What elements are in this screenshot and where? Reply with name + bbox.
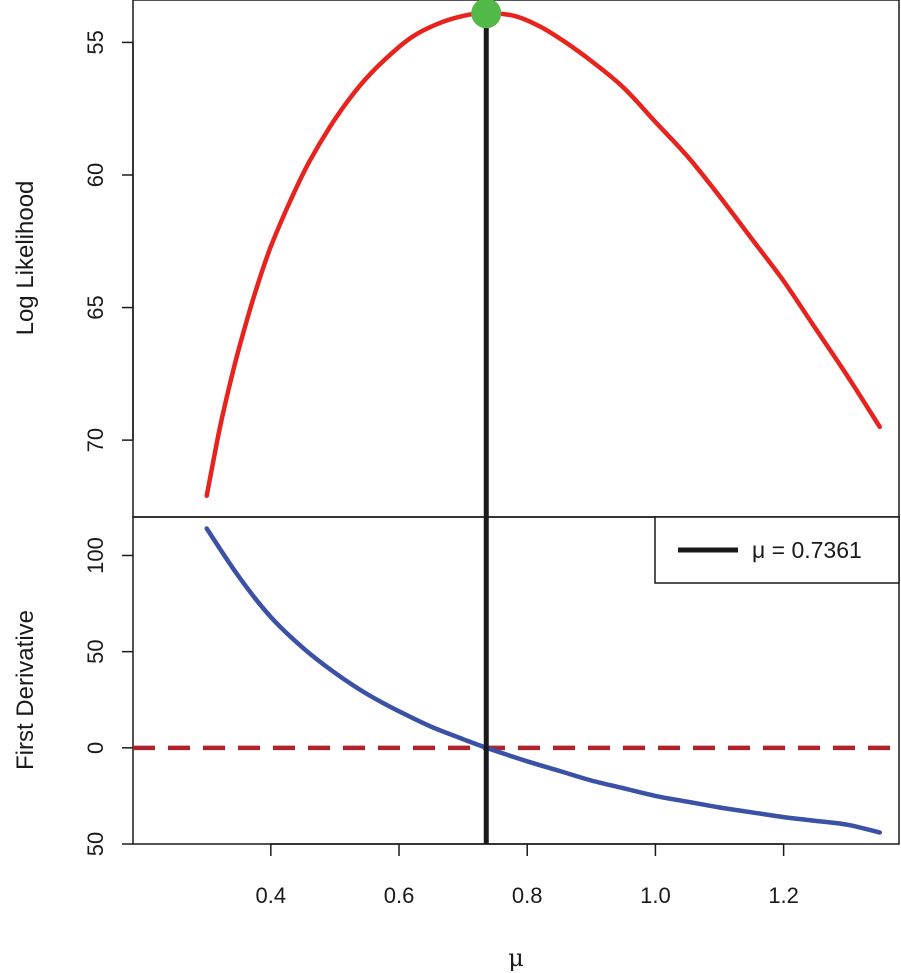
bottom-y-tick-label: 100: [83, 537, 108, 574]
bottom-y-tick-label: 0: [83, 742, 108, 754]
top-y-tick-label: 65: [83, 295, 108, 319]
legend-label: μ = 0.7361: [752, 537, 862, 563]
series-lines: [204, 11, 883, 835]
max-likelihood-point: [471, 0, 502, 29]
top-y-tick-label: 55: [83, 30, 108, 54]
x-tick-label: 0.4: [256, 883, 287, 908]
log-likelihood-curve: [204, 11, 883, 499]
legend-box: [654, 516, 900, 584]
x-axis: 0.4 0.6 0.8 1.0 1.2: [256, 843, 799, 908]
top-y-tick-label: 60: [83, 163, 108, 187]
bottom-y-axis: 50 0 50 100: [83, 537, 133, 856]
first-derivative-curve: [204, 526, 883, 835]
x-axis-title: μ: [508, 944, 524, 972]
x-tick-label: 1.0: [640, 883, 671, 908]
y-axis-title-top: Log Likelihood: [12, 181, 39, 336]
legend: μ = 0.7361: [654, 516, 900, 584]
overlay-marks: [471, 0, 502, 844]
bottom-y-tick-label: 50: [83, 832, 108, 856]
x-tick-label: 1.2: [768, 883, 799, 908]
x-tick-label: 0.6: [384, 883, 415, 908]
x-tick-label: 0.8: [512, 883, 543, 908]
top-y-axis: 55 60 65 70: [83, 30, 134, 452]
bottom-y-tick-label: 50: [83, 639, 108, 663]
top-panel-frame: [132, 0, 900, 518]
top-y-tick-label: 70: [83, 428, 108, 452]
y-axis-title-bottom: First Derivative: [12, 610, 39, 770]
